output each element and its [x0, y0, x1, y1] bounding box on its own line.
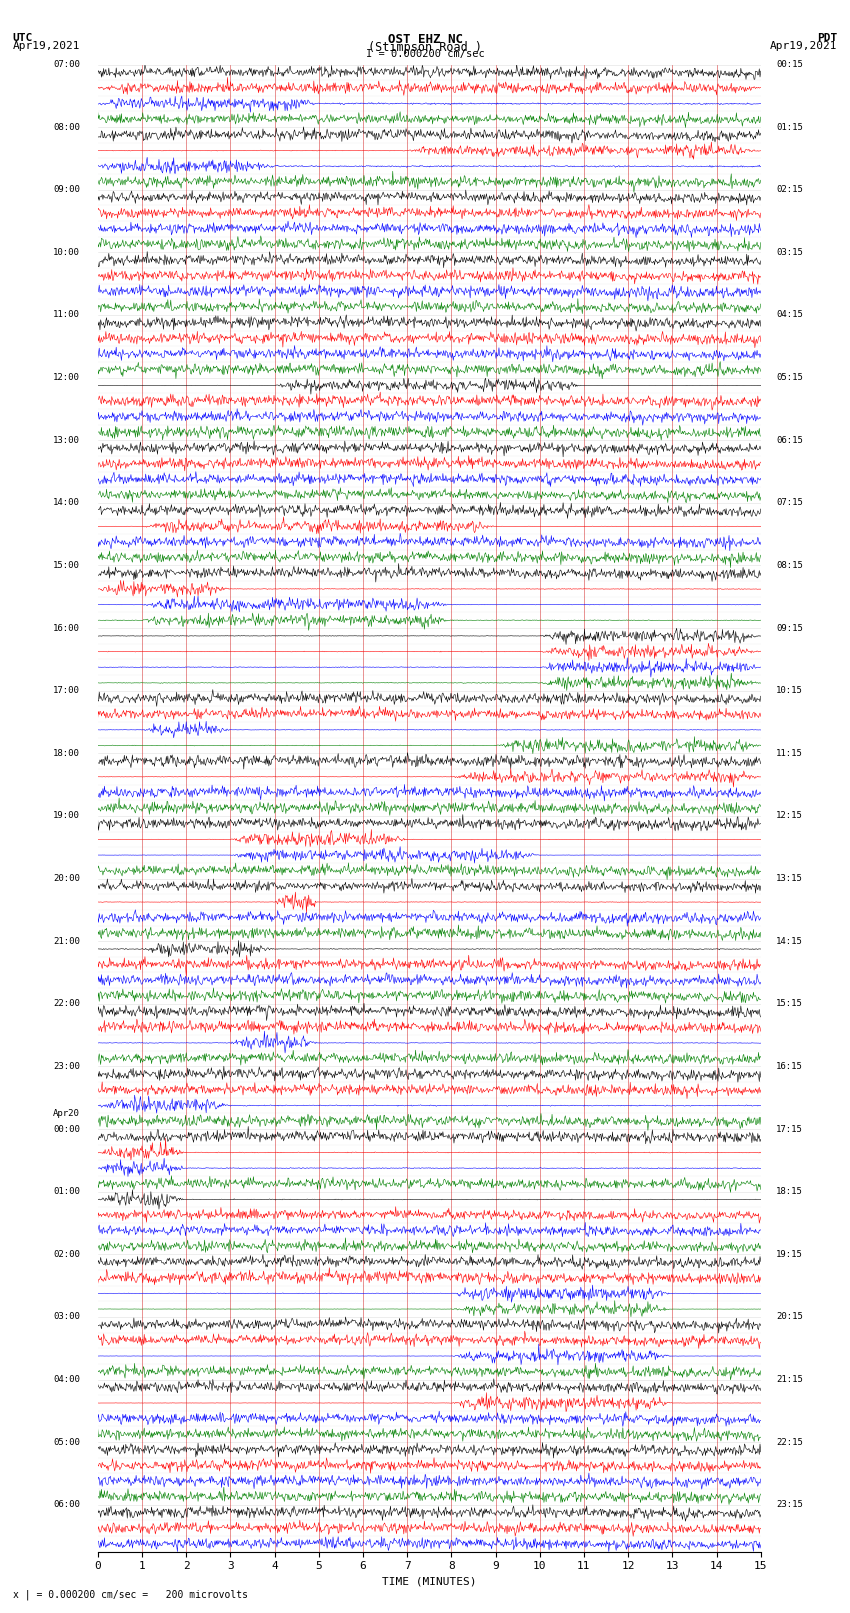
Text: 21:00: 21:00: [54, 937, 80, 945]
Text: 12:15: 12:15: [776, 811, 803, 821]
Text: 14:00: 14:00: [54, 498, 80, 508]
Text: 08:15: 08:15: [776, 561, 803, 569]
Text: 00:00: 00:00: [54, 1124, 80, 1134]
Text: 12:00: 12:00: [54, 373, 80, 382]
Text: 09:15: 09:15: [776, 624, 803, 632]
Text: 23:15: 23:15: [776, 1500, 803, 1510]
Text: 10:15: 10:15: [776, 686, 803, 695]
Text: 06:00: 06:00: [54, 1500, 80, 1510]
Text: 09:00: 09:00: [54, 185, 80, 194]
Text: UTC: UTC: [13, 32, 33, 44]
Text: 17:15: 17:15: [776, 1124, 803, 1134]
Text: 03:15: 03:15: [776, 248, 803, 256]
Text: 05:15: 05:15: [776, 373, 803, 382]
Text: PDT: PDT: [817, 32, 837, 44]
Text: 10:00: 10:00: [54, 248, 80, 256]
Text: OST EHZ NC: OST EHZ NC: [388, 32, 462, 47]
Text: 20:00: 20:00: [54, 874, 80, 882]
Text: 20:15: 20:15: [776, 1313, 803, 1321]
Text: 15:00: 15:00: [54, 561, 80, 569]
Text: I = 0.000200 cm/sec: I = 0.000200 cm/sec: [366, 50, 484, 60]
Text: 16:15: 16:15: [776, 1061, 803, 1071]
Text: 21:15: 21:15: [776, 1374, 803, 1384]
Text: 13:15: 13:15: [776, 874, 803, 882]
Text: 03:00: 03:00: [54, 1313, 80, 1321]
Text: 14:15: 14:15: [776, 937, 803, 945]
X-axis label: TIME (MINUTES): TIME (MINUTES): [382, 1578, 477, 1587]
Text: 13:00: 13:00: [54, 436, 80, 445]
Text: 22:00: 22:00: [54, 1000, 80, 1008]
Text: 00:15: 00:15: [776, 60, 803, 69]
Text: 11:00: 11:00: [54, 310, 80, 319]
Text: 04:15: 04:15: [776, 310, 803, 319]
Text: 07:00: 07:00: [54, 60, 80, 69]
Text: (Stimpson Road ): (Stimpson Road ): [368, 40, 482, 55]
Text: 08:00: 08:00: [54, 123, 80, 132]
Text: 06:15: 06:15: [776, 436, 803, 445]
Text: 05:00: 05:00: [54, 1437, 80, 1447]
Text: 01:00: 01:00: [54, 1187, 80, 1197]
Text: 02:15: 02:15: [776, 185, 803, 194]
Text: Apr19,2021: Apr19,2021: [13, 40, 80, 52]
Text: 02:00: 02:00: [54, 1250, 80, 1258]
Text: 01:15: 01:15: [776, 123, 803, 132]
Text: 04:00: 04:00: [54, 1374, 80, 1384]
Text: 16:00: 16:00: [54, 624, 80, 632]
Text: 07:15: 07:15: [776, 498, 803, 508]
Text: 15:15: 15:15: [776, 1000, 803, 1008]
Text: 19:15: 19:15: [776, 1250, 803, 1258]
Text: 19:00: 19:00: [54, 811, 80, 821]
Text: 11:15: 11:15: [776, 748, 803, 758]
Text: 17:00: 17:00: [54, 686, 80, 695]
Text: x | = 0.000200 cm/sec =   200 microvolts: x | = 0.000200 cm/sec = 200 microvolts: [13, 1589, 247, 1600]
Text: Apr20: Apr20: [54, 1108, 80, 1118]
Text: 22:15: 22:15: [776, 1437, 803, 1447]
Text: 18:15: 18:15: [776, 1187, 803, 1197]
Text: Apr19,2021: Apr19,2021: [770, 40, 837, 52]
Text: 23:00: 23:00: [54, 1061, 80, 1071]
Text: 18:00: 18:00: [54, 748, 80, 758]
